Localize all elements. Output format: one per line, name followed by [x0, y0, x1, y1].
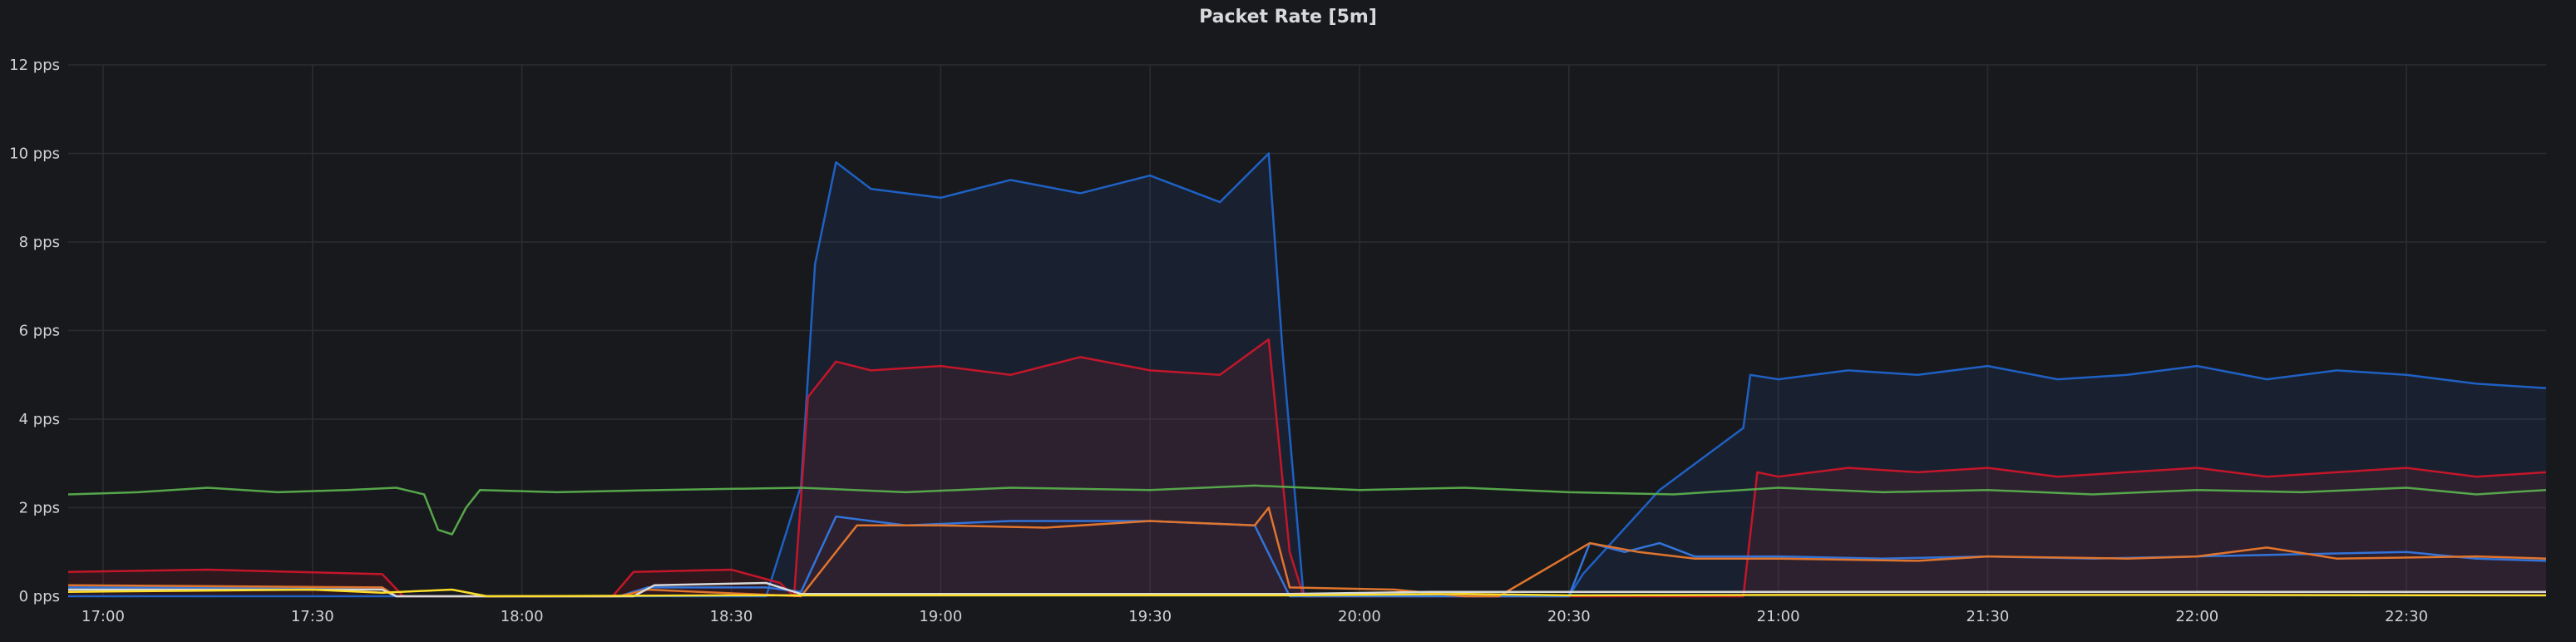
- x-tick-label: 18:00: [501, 608, 544, 625]
- panel-title: Packet Rate [5m]: [1199, 7, 1377, 27]
- y-tick-label: 2 pps: [19, 500, 60, 517]
- x-tick-label: 22:30: [2385, 608, 2428, 625]
- series-line-1: [67, 338, 2547, 598]
- series-area-0: [68, 153, 2546, 596]
- chart-grid: [68, 64, 2546, 597]
- y-tick-label: 4 pps: [19, 411, 60, 428]
- x-tick-label: 20:00: [1338, 608, 1381, 625]
- y-tick-label: 8 pps: [19, 234, 60, 251]
- series-line-0: [68, 152, 2547, 598]
- x-tick-label: 20:30: [1547, 608, 1591, 625]
- series-lines: [67, 152, 2547, 598]
- y-tick-label: 0 pps: [19, 588, 60, 605]
- x-axis-labels: 17:00 17:30 18:00 18:30 19:00 19:30 20:00 20:30…: [81, 608, 2428, 625]
- series-line-6: [67, 588, 2547, 598]
- y-tick-label: 10 pps: [9, 146, 60, 163]
- x-tick-label: 17:30: [291, 608, 334, 625]
- x-tick-label: 19:00: [919, 608, 962, 625]
- x-tick-label: 21:00: [1757, 608, 1800, 625]
- x-tick-label: 19:30: [1128, 608, 1172, 625]
- series-fills: [68, 153, 2546, 596]
- x-tick-label: 22:00: [2175, 608, 2218, 625]
- x-tick-label: 18:30: [710, 608, 753, 625]
- series-line-2: [67, 484, 2547, 536]
- y-tick-label: 6 pps: [19, 323, 60, 340]
- x-tick-label: 17:00: [81, 608, 125, 625]
- y-axis-labels: 0 pps 2 pps 4 pps 6 pps 8 pps 10 pps 12 pps: [9, 57, 60, 605]
- series-line-5: [68, 581, 2546, 598]
- x-tick-label: 21:30: [1967, 608, 2010, 625]
- series-line-4: [67, 506, 2547, 598]
- y-tick-label: 12 pps: [9, 57, 60, 74]
- series-area-1: [68, 339, 2546, 596]
